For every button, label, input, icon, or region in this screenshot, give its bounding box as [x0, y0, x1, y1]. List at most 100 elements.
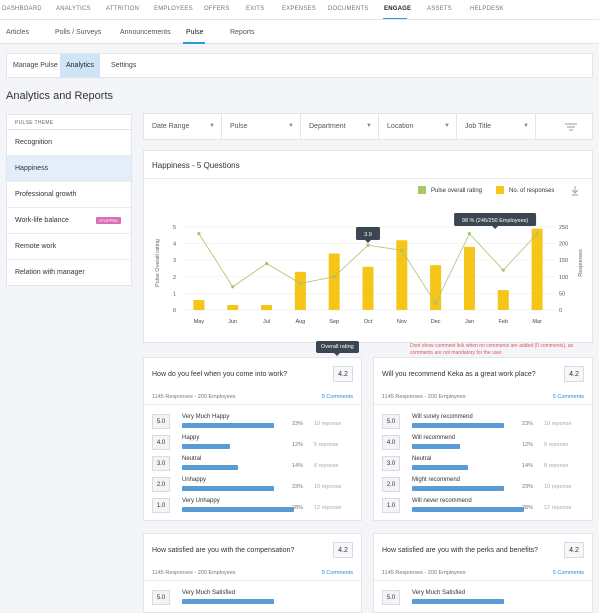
question-card-4: How satisfied are you with the perks and… — [373, 533, 593, 613]
sidebar-item-label: Remote work — [15, 243, 57, 250]
y-tick-label: 5 — [173, 225, 176, 231]
rating-point — [400, 248, 404, 252]
oct-rating-tooltip-arrow — [365, 240, 371, 243]
divider — [144, 178, 592, 179]
nav-exits[interactable]: EXITS — [246, 6, 265, 12]
overall-score: 4.2 — [564, 542, 584, 558]
comments-link[interactable]: 5 Comments — [321, 394, 353, 400]
design-note: Dont show comment link when no comments … — [410, 343, 574, 356]
sidebar-header: PULSE THEME — [7, 115, 131, 130]
filter-label: Department — [309, 123, 346, 130]
x-tick-label: Nov — [397, 319, 407, 325]
sidebar-item-label: Work-life balance — [15, 217, 69, 224]
response-percent: 12% — [522, 442, 534, 448]
response-bar — [396, 240, 408, 310]
nav-analytics[interactable]: ANALYTICS — [56, 6, 91, 12]
tab-manage-pulse[interactable]: Manage Pulse — [13, 62, 58, 69]
nav-documents[interactable]: DOCUMENTS — [328, 6, 369, 12]
response-percent: 28% — [522, 505, 534, 511]
nav-expenses[interactable]: EXPENSES — [282, 6, 316, 12]
response-bar — [463, 246, 475, 310]
filter-label: Job Title — [465, 123, 492, 130]
question-text: Will you recommend Keka as a great work … — [382, 371, 536, 378]
sidebar-item-professional-growth[interactable]: Professional growth — [7, 182, 131, 208]
active-subnav-indicator — [183, 42, 205, 44]
question-card-2: Will you recommend Keka as a great work … — [373, 357, 593, 521]
response-bar — [412, 507, 524, 512]
rating-point — [535, 232, 539, 236]
filter-job-title[interactable]: Job Title ▼ — [457, 114, 536, 139]
nav-helpdesk[interactable]: HELPDESK — [470, 6, 504, 12]
subnav-articles[interactable]: Articles — [6, 29, 29, 36]
option-value: 5.0 — [382, 414, 400, 429]
nav-offers[interactable]: OFFERS — [204, 6, 230, 12]
response-bar — [362, 266, 374, 310]
response-count: 8 reponse — [314, 463, 339, 469]
mar-response-tooltip-box — [454, 213, 537, 226]
sidebar-item-happiness[interactable]: Happiness — [7, 156, 131, 182]
response-summary: 1145 Responses - 200 Employees — [382, 570, 466, 576]
filter-label: Date Range — [152, 123, 190, 130]
subnav-pulse[interactable]: Pulse — [186, 29, 204, 36]
response-bar — [412, 486, 504, 491]
response-row: 5.0 Very Much Satisfied — [152, 590, 362, 606]
response-bar — [193, 300, 205, 310]
nav-attrition[interactable]: ATTRITION — [106, 6, 140, 12]
response-row: 1.0 Will never recommend 28% 12 reponse — [382, 498, 592, 514]
x-tick-label: May — [194, 319, 205, 325]
y2-tick-label: 0 — [559, 308, 562, 314]
question-text: How satisfied are you with the perks and… — [382, 547, 539, 554]
sidebar-item-relation-with-manager[interactable]: Relation with manager — [7, 260, 131, 286]
response-percent: 23% — [292, 484, 304, 490]
filter-bar: Date Range ▼ Pulse ▼ Department ▼ Location ▼… — [143, 113, 593, 140]
response-row: 2.0 Might recommend 23% 10 reponse — [382, 477, 592, 493]
y-tick-label: 1 — [173, 291, 176, 297]
pulse-tabs: Manage Pulse Analytics Settings — [6, 53, 593, 78]
filter-icon[interactable] — [564, 122, 578, 132]
rating-point — [501, 268, 505, 272]
option-value: 5.0 — [382, 590, 400, 605]
overall-score: 4.2 — [333, 542, 353, 558]
sidebar-item-work-life-balance[interactable]: Work-life balance STOPPED — [7, 208, 131, 234]
sidebar-item-remote-work[interactable]: Remote work — [7, 234, 131, 260]
response-row: 3.0 Neutral 14% 8 reponse — [152, 456, 362, 472]
option-value: 5.0 — [152, 590, 170, 605]
response-row: 4.0 Happy 12% 5 reponse — [152, 435, 362, 451]
rating-point — [264, 261, 269, 266]
response-percent: 14% — [292, 463, 304, 469]
question-text: How satisfied are you with the compensat… — [152, 547, 295, 554]
divider — [374, 580, 592, 581]
comments-link[interactable]: 5 Comments — [552, 570, 584, 576]
happiness-chart-card: Happiness - 5 Questions 0 1 2 3 4 5 0 50 100 150 2… — [143, 150, 593, 343]
sidebar-item-recognition[interactable]: Recognition — [7, 130, 131, 156]
option-value: 2.0 — [152, 477, 170, 492]
nav-engage[interactable]: ENGAGE — [384, 6, 412, 12]
nav-dashboard[interactable]: DASHBOARD — [2, 6, 42, 12]
filter-location[interactable]: Location ▼ — [379, 114, 457, 139]
filter-pulse[interactable]: Pulse ▼ — [222, 114, 301, 139]
legend-label-rating: Pulse overall rating — [431, 188, 482, 194]
chart-card-title: Happiness - 5 Questions — [152, 161, 240, 170]
comments-link[interactable]: 5 Comments — [321, 570, 353, 576]
filter-date-range[interactable]: Date Range ▼ — [144, 114, 222, 139]
x-tick-label: Sep — [329, 319, 339, 325]
chevron-down-icon: ▼ — [209, 123, 215, 129]
rating-point — [231, 285, 235, 289]
option-label: Very Much Satisfied — [412, 590, 466, 596]
tab-settings[interactable]: Settings — [111, 62, 137, 69]
nav-employees[interactable]: EMPLOYEES — [154, 6, 193, 12]
nav-assets[interactable]: ASSETS — [427, 6, 452, 12]
subnav-announcements[interactable]: Announcements — [120, 29, 171, 36]
filter-department[interactable]: Department ▼ — [301, 114, 379, 139]
subnav-reports[interactable]: Reports — [230, 29, 255, 36]
subnav-polls-surveys[interactable]: Polls / Surveys — [55, 29, 102, 36]
tab-analytics[interactable]: Analytics — [66, 62, 95, 69]
comments-link[interactable]: 5 Comments — [552, 394, 584, 400]
chevron-down-icon: ▼ — [366, 123, 372, 129]
response-count: 10 reponse — [544, 421, 572, 427]
page-title: Analytics and Reports — [6, 90, 113, 102]
sub-navigation: Articles Polls / Surveys Announcements P… — [0, 20, 599, 44]
divider — [144, 580, 361, 581]
y-tick-label: 3 — [173, 258, 176, 264]
sidebar-item-label: Professional growth — [15, 191, 77, 198]
